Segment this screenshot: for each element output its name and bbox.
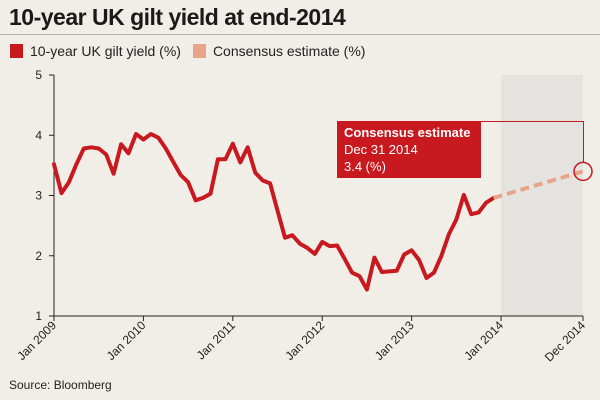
callout-value: 3.4 (%) [344,159,386,174]
legend-label-actual: 10-year UK gilt yield (%) [30,43,181,59]
legend-swatch-estimate [192,44,206,58]
x-tick-label: Jan 2013 [372,318,417,363]
y-tick-label: 3 [35,189,42,203]
y-tick-label: 2 [35,249,42,263]
x-tick-label: Dec 2014 [542,318,588,364]
y-tick-label: 1 [35,309,42,323]
y-tick-label: 4 [35,128,42,142]
legend-item-actual: 10-year UK gilt yield (%) [10,43,181,59]
y-tick-label: 5 [35,68,42,82]
chart-title: 10-year UK gilt yield at end-2014 [9,4,346,30]
callout-date: Dec 31 2014 [344,142,418,157]
series-line-consensus-estimate [493,169,584,200]
x-tick-label: Jan 2009 [14,318,59,363]
legend: 10-year UK gilt yield (%) Consensus esti… [10,42,377,60]
callout-leader-line [481,121,584,163]
x-tick-label: Jan 2012 [283,318,328,363]
series-line-gilt-yield [52,132,496,292]
source-note: Source: Bloomberg [9,378,112,392]
legend-swatch-actual [10,44,23,58]
callout-heading: Consensus estimate [344,125,470,140]
x-tick-label: Jan 2014 [461,318,506,363]
x-tick-label: Jan 2010 [104,318,149,363]
forecast-band [501,75,583,316]
callout-box [337,121,481,178]
legend-label-estimate: Consensus estimate (%) [212,43,366,59]
title-divider [0,34,600,35]
x-tick-label: Jan 2011 [194,318,238,362]
legend-item-estimate: Consensus estimate (%) [192,43,366,59]
